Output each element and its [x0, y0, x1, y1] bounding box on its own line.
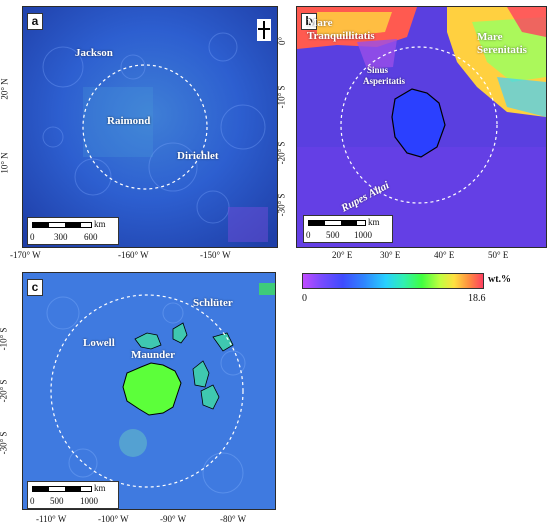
panel-b-map: b Mare Tranquillitatis Mare Serenitatis … — [296, 6, 547, 248]
panel-b-letter: b — [301, 13, 317, 30]
ytick-a-1: 20° N — [0, 78, 10, 100]
scale-label-c-0: 0 — [30, 496, 35, 506]
label-serenitatis-2: Serenitatis — [477, 44, 527, 56]
panel-c-letter: c — [27, 279, 43, 296]
ytick-c-2: -20° S — [0, 380, 9, 403]
colorbar-min: 0 — [302, 293, 307, 304]
label-raimond: Raimond — [107, 115, 151, 127]
label-serenitatis-1: Mare — [477, 31, 503, 43]
label-jackson: Jackson — [75, 47, 113, 59]
label-tranquillitatis-2: Tranquillitatis — [307, 30, 375, 42]
scale-unit-a: km — [94, 219, 106, 229]
scale-unit-b: km — [368, 217, 380, 227]
ytick-b-3: -20° S — [276, 141, 287, 165]
panel-b-image — [297, 7, 546, 247]
scale-bar-a: km 0 300 600 — [27, 217, 119, 245]
xtick-b-3: 40° E — [434, 250, 455, 260]
scale-label-a-0: 0 — [30, 232, 35, 242]
scale-label-b-1: 500 — [326, 230, 340, 240]
label-dirichlet: Dirichlet — [177, 150, 219, 162]
ytick-b-2: -10° S — [276, 85, 287, 109]
scale-label-a-2: 600 — [84, 232, 98, 242]
label-sinus-1: Sinus — [367, 65, 389, 75]
xtick-b-2: 30° E — [380, 250, 401, 260]
panel-a-letter: a — [27, 13, 43, 30]
scale-label-b-0: 0 — [306, 230, 311, 240]
scale-unit-c: km — [94, 483, 106, 493]
ytick-a-2: 10° N — [0, 152, 10, 174]
scale-bar-c: km 0 500 1000 — [27, 481, 119, 509]
xtick-b-4: 50° E — [488, 250, 509, 260]
xtick-a-3: -150° W — [200, 250, 231, 260]
label-lowell: Lowell — [83, 337, 115, 349]
panel-a-image — [23, 7, 277, 247]
xtick-a-2: -160° W — [118, 250, 149, 260]
ytick-b-4: -30° S — [276, 193, 287, 217]
label-sinus-2: Asperitatis — [363, 76, 405, 86]
scale-bar-b: km 0 500 1000 — [303, 215, 393, 243]
xtick-b-1: 20° E — [332, 250, 353, 260]
colorbar-unit: wt.% — [488, 274, 512, 285]
scale-label-c-2: 1000 — [80, 496, 98, 506]
scale-label-a-1: 300 — [54, 232, 68, 242]
ytick-c-1: -10° S — [0, 328, 9, 351]
panel-c-map: c Lowell Maunder Schlüter km 0 500 1000 — [22, 272, 276, 510]
ytick-b-1: 0° — [277, 36, 288, 46]
scale-label-c-1: 500 — [50, 496, 64, 506]
nectaris-basin-ring — [340, 46, 498, 204]
colorbar-gradient — [302, 273, 484, 289]
panel-a-map: a Jackson Raimond Dirichlet km 0 300 600 — [22, 6, 278, 248]
label-maunder: Maunder — [131, 349, 175, 361]
xtick-c-2: -100° W — [98, 514, 129, 524]
label-schluter: Schlüter — [193, 297, 233, 309]
label-tranquillitatis-1: Mare — [307, 17, 333, 29]
xtick-a-1: -170° W — [10, 250, 41, 260]
colorbar-max: 18.6 — [468, 293, 486, 304]
xtick-c-1: -110° W — [36, 514, 67, 524]
orientale-basin-ring — [50, 294, 244, 488]
north-arrow-icon — [257, 19, 271, 41]
colorbar-legend: wt.% 0 18.6 — [302, 273, 522, 313]
panel-c-image — [23, 273, 275, 509]
xtick-c-4: -80° W — [220, 514, 247, 524]
xtick-c-3: -90° W — [160, 514, 187, 524]
raimond-basin-ring — [82, 64, 208, 190]
ytick-c-3: -30° S — [0, 432, 9, 455]
scale-label-b-2: 1000 — [354, 230, 372, 240]
